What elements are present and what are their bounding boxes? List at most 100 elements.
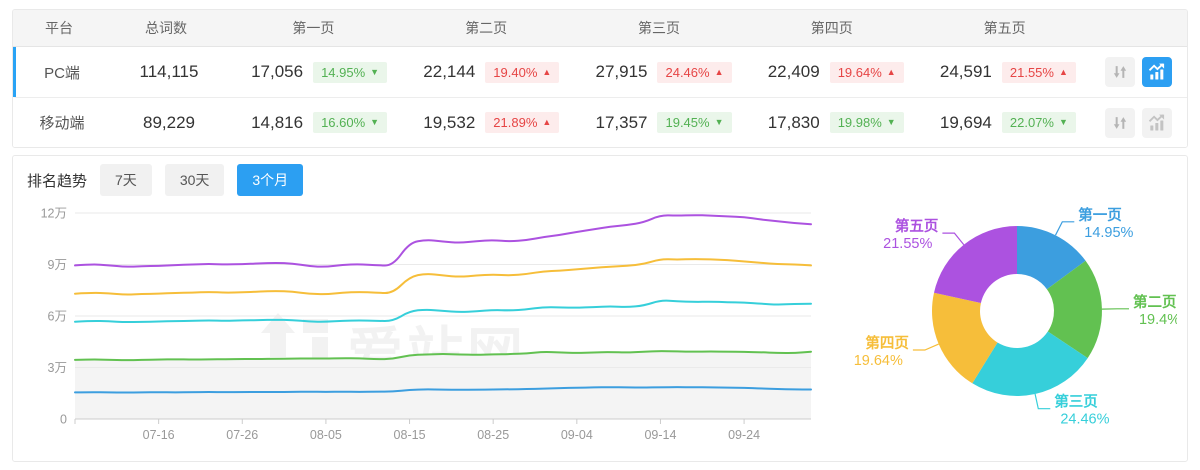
sort-arrows-icon — [1110, 62, 1130, 82]
table-header-row: 平台总词数第一页第二页第三页第四页第五页 — [13, 10, 1187, 47]
page-count-value: 22,409 — [762, 62, 820, 82]
column-header-7: 第五页 — [918, 18, 1091, 38]
x-tick-label: 09-04 — [561, 428, 593, 442]
trend-chart-icon — [1147, 113, 1167, 133]
page-count-value: 19,694 — [934, 113, 992, 133]
page5-cell: 24,591 21.55% ▲ — [919, 62, 1091, 83]
change-percent: 22.07% — [1010, 116, 1054, 129]
sort-arrows-icon — [1110, 113, 1130, 133]
donut-label-percent: 19.64% — [854, 353, 903, 369]
arrow-up-icon: ▲ — [887, 68, 896, 77]
x-tick-label: 08-05 — [310, 428, 342, 442]
change-badge-down: 19.98% ▼ — [830, 112, 904, 133]
area-fill — [75, 351, 811, 419]
change-percent: 24.46% — [665, 66, 709, 79]
show-trend-chart-button[interactable] — [1142, 108, 1172, 138]
donut-label-name: 第一页 — [1078, 206, 1122, 224]
arrow-down-icon: ▼ — [1059, 118, 1068, 127]
column-header-2: 总词数 — [105, 18, 227, 38]
page3-cell: 27,915 24.46% ▲ — [574, 62, 746, 83]
arrow-up-icon: ▲ — [1059, 68, 1068, 77]
trend-tab-3个月[interactable]: 3个月 — [237, 164, 303, 196]
sort-button[interactable] — [1105, 108, 1135, 138]
change-badge-down: 22.07% ▼ — [1002, 112, 1076, 133]
page4-cell: 22,409 19.64%▲ — [747, 62, 919, 83]
total-words-value: 89,229 — [108, 113, 230, 133]
change-percent: 19.98% — [838, 116, 882, 129]
label-leader-line — [1056, 222, 1075, 235]
change-badge-up: 24.46% ▲ — [657, 62, 731, 83]
column-header-4: 第二页 — [400, 18, 573, 38]
sort-button[interactable] — [1105, 57, 1135, 87]
x-tick-label: 08-25 — [477, 428, 509, 442]
arrow-down-icon: ▼ — [715, 118, 724, 127]
change-percent: 19.40% — [493, 66, 537, 79]
x-tick-label: 07-26 — [226, 428, 258, 442]
arrow-up-icon: ▲ — [542, 118, 551, 127]
change-badge-up: 21.89% ▲ — [485, 112, 559, 133]
page2-cell: 19,532 21.89% ▲ — [402, 112, 574, 133]
row-actions — [1091, 108, 1187, 138]
change-badge-down: 14.95% ▼ — [313, 62, 387, 83]
label-leader-line — [913, 344, 939, 350]
x-tick-label: 07-16 — [143, 428, 175, 442]
y-tick-label: 6万 — [48, 310, 67, 324]
donut-label-name: 第五页 — [895, 217, 939, 235]
page-count-value: 24,591 — [934, 62, 992, 82]
donut-label-percent: 24.46% — [1060, 412, 1109, 428]
change-badge-down: 16.60%▼ — [313, 112, 387, 133]
change-percent: 14.95% — [321, 66, 365, 79]
change-percent: 21.89% — [493, 116, 537, 129]
column-header-6: 第四页 — [745, 18, 918, 38]
trend-tabs: 7天 30天 3个月 — [87, 164, 303, 196]
platform-label: PC端 — [16, 62, 108, 83]
change-percent: 21.55% — [1010, 66, 1054, 79]
page-count-value: 17,357 — [589, 113, 647, 133]
page-count-value: 27,915 — [589, 62, 647, 82]
arrow-down-icon: ▼ — [370, 118, 379, 127]
page4-cell: 17,830 19.98% ▼ — [747, 112, 919, 133]
show-trend-chart-button[interactable] — [1142, 57, 1172, 87]
y-tick-label: 0 — [60, 413, 67, 427]
row-actions — [1091, 57, 1187, 87]
y-tick-label: 9万 — [48, 258, 67, 272]
page5-cell: 19,694 22.07% ▼ — [919, 112, 1091, 133]
arrow-down-icon: ▼ — [370, 68, 379, 77]
x-tick-label: 09-14 — [644, 428, 676, 442]
trend-tab-7天[interactable]: 7天 — [100, 164, 152, 196]
total-words-value: 114,115 — [108, 62, 230, 82]
x-tick-label: 08-15 — [394, 428, 426, 442]
arrow-up-icon: ▲ — [715, 68, 724, 77]
donut-slice-第五页 — [934, 226, 1017, 303]
arrow-down-icon: ▼ — [887, 118, 896, 127]
platform-label: 移动端 — [16, 112, 108, 133]
change-badge-up: 21.55% ▲ — [1002, 62, 1076, 83]
y-tick-label: 3万 — [48, 361, 67, 375]
donut-label-name: 第二页 — [1133, 293, 1177, 311]
donut-label-name: 第三页 — [1054, 393, 1098, 411]
change-badge-up: 19.40% ▲ — [485, 62, 559, 83]
page-count-value: 17,830 — [762, 113, 820, 133]
change-percent: 19.45% — [665, 116, 709, 129]
page3-cell: 17,357 19.45% ▼ — [574, 112, 746, 133]
arrow-up-icon: ▲ — [542, 68, 551, 77]
change-badge-up: 19.64%▲ — [830, 62, 904, 83]
page-count-value: 19,532 — [417, 113, 475, 133]
series-line-第三页 — [75, 301, 811, 322]
change-badge-down: 19.45% ▼ — [657, 112, 731, 133]
trend-tab-30天[interactable]: 30天 — [165, 164, 225, 196]
trend-title: 排名趋势 — [27, 170, 87, 191]
column-header-3: 第一页 — [227, 18, 400, 38]
y-tick-label: 12万 — [41, 207, 67, 221]
